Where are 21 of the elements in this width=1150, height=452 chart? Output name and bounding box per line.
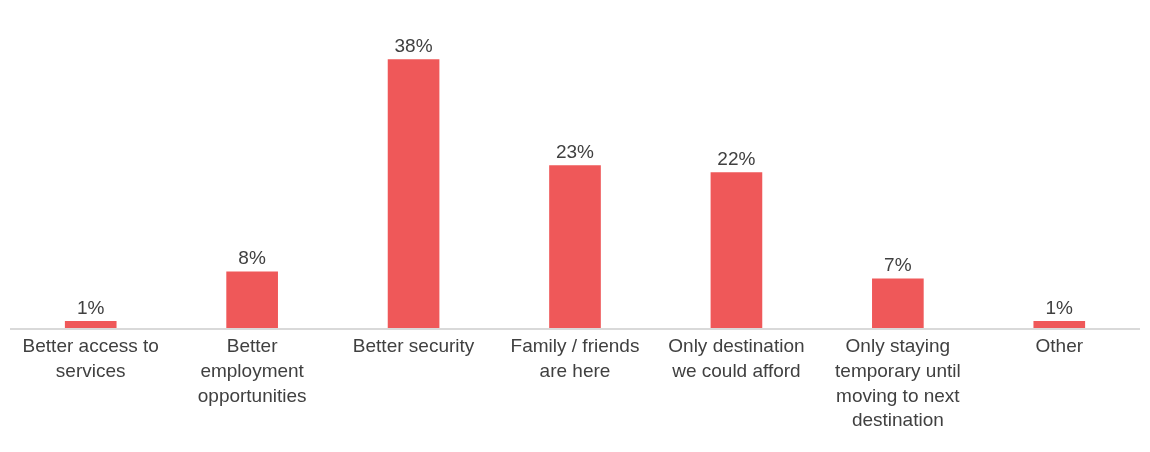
bar: [387, 59, 440, 328]
x-tick-label: Better employment opportunities: [197, 335, 307, 406]
x-tick-label: Other: [1035, 335, 1084, 357]
bar: [872, 278, 924, 328]
x-tick-label: Better security: [352, 335, 475, 357]
x-tick-label: Only destination we could afford: [668, 335, 805, 381]
bar: [710, 172, 763, 328]
data-label: 1%: [1045, 296, 1074, 318]
data-label: 1%: [76, 296, 105, 318]
bar: [64, 320, 117, 328]
bar: [226, 271, 278, 328]
data-label: 7%: [884, 254, 912, 276]
x-tick-label: Better access to services: [22, 335, 159, 381]
data-label: 23%: [555, 141, 595, 163]
data-label: 8%: [238, 247, 266, 269]
bar: [549, 165, 601, 328]
x-tick-label: Only staying temporary until moving to next destination: [835, 335, 961, 431]
data-label: 38%: [394, 35, 433, 57]
data-label: 22%: [717, 148, 756, 170]
bar: [1033, 320, 1086, 328]
x-tick-label: Family / friends are here: [510, 335, 640, 381]
